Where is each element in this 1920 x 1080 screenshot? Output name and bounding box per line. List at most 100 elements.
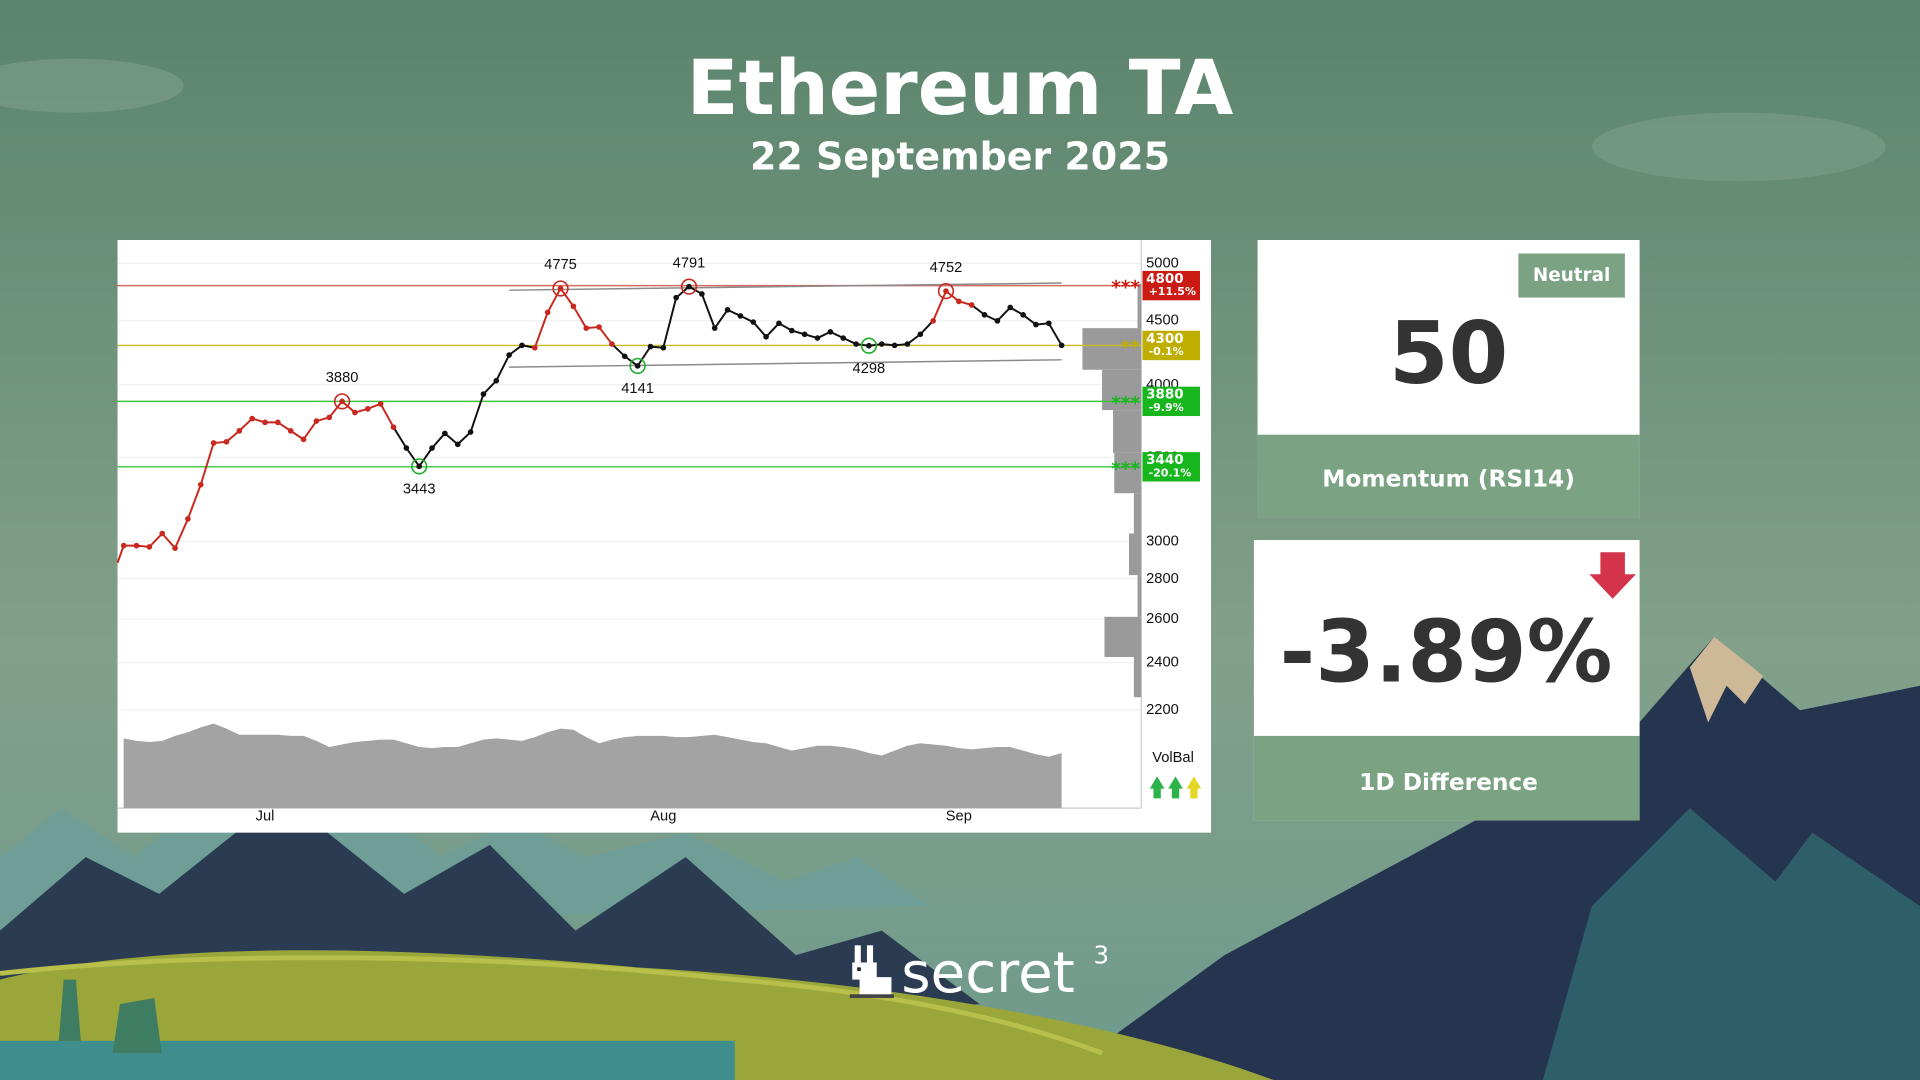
price-point <box>647 343 654 350</box>
price-point <box>776 320 782 327</box>
level-stars: ** <box>1121 337 1141 358</box>
price-point <box>133 542 140 549</box>
x-tick-label: Jul <box>256 809 275 825</box>
extreme-label: 3443 <box>403 482 436 498</box>
card-label: 1D Difference <box>1359 769 1538 796</box>
price-point <box>416 463 423 470</box>
price-point <box>326 414 333 421</box>
volbal-arrow-icon <box>1186 776 1202 799</box>
price-point <box>429 445 435 451</box>
volume-profile-bar <box>1114 452 1142 494</box>
extreme-marker <box>333 393 351 410</box>
price-point <box>313 418 320 424</box>
price-point <box>609 341 615 347</box>
level-value: 4800 <box>1146 272 1183 287</box>
price-point <box>956 298 962 305</box>
page-title: Ethereum TA <box>687 44 1234 132</box>
price-point <box>750 319 757 325</box>
volume-profile-bar <box>1137 575 1142 617</box>
price-point <box>904 341 911 347</box>
price-point <box>480 391 487 397</box>
price-point <box>544 309 551 316</box>
price-point <box>377 401 384 407</box>
price-point <box>403 445 410 451</box>
brand-superscript: 3 <box>1093 941 1109 970</box>
y-tick-label: 2800 <box>1146 571 1179 587</box>
extreme-marker <box>680 278 698 295</box>
difference-card: -3.89% 1D Difference <box>1253 540 1640 821</box>
price-point <box>878 341 885 347</box>
price-point <box>210 440 217 446</box>
price-point <box>583 325 590 331</box>
volume-profile-bar <box>1133 656 1142 698</box>
chart-panel <box>117 240 1212 833</box>
price-point <box>557 285 564 292</box>
price-point <box>763 333 769 340</box>
price-point <box>223 438 230 445</box>
extreme-label: 4298 <box>853 361 886 377</box>
price-point <box>275 419 281 426</box>
trendline <box>509 282 1062 291</box>
price-point <box>853 341 859 347</box>
price-line-stub <box>116 545 125 564</box>
card-footer <box>1257 434 1640 518</box>
y-tick-label: 3000 <box>1146 533 1179 549</box>
card-footer <box>1253 735 1640 821</box>
badge <box>1518 253 1625 298</box>
level-value: 3440 <box>1146 453 1183 468</box>
bunny-icon <box>849 945 894 998</box>
price-point <box>891 342 898 349</box>
price-point <box>146 544 153 550</box>
level-change: -20.1% <box>1149 466 1192 479</box>
level-box <box>1142 330 1200 361</box>
level-box <box>1142 452 1200 482</box>
volume-profile-bar <box>1133 493 1142 534</box>
chart: 500045004000350030002800260024002200JulA… <box>116 240 1202 825</box>
volume-profile-bar <box>1102 369 1142 411</box>
page-date: 22 September 2025 <box>750 135 1170 179</box>
extreme-marker <box>937 282 955 300</box>
price-point <box>236 428 243 434</box>
extreme-label: 4141 <box>621 381 654 397</box>
level-value: 4300 <box>1146 332 1183 347</box>
extreme-marker <box>629 357 646 375</box>
volbal-arrow-icon <box>1149 776 1165 799</box>
price-point <box>801 331 808 338</box>
price-point <box>159 530 166 537</box>
price-line <box>123 399 395 550</box>
level-change: +11.5% <box>1149 285 1196 298</box>
trendline <box>509 359 1062 368</box>
price-point <box>596 324 602 330</box>
price-point <box>621 353 628 360</box>
price-point <box>467 429 474 435</box>
price-point <box>1020 312 1026 318</box>
price-point <box>840 335 847 341</box>
extreme-label: 4775 <box>544 257 577 273</box>
volume-profile-bar <box>1104 616 1142 657</box>
price-point <box>287 428 294 434</box>
brand-name: secret <box>901 941 1075 1006</box>
price-point <box>968 302 975 308</box>
price-point <box>634 363 641 369</box>
level-value: 3880 <box>1146 388 1183 403</box>
price-point <box>814 335 821 341</box>
x-tick-label: Aug <box>650 809 676 825</box>
price-point <box>866 342 872 349</box>
price-point <box>262 419 268 426</box>
level-change: -0.1% <box>1149 345 1184 358</box>
price-point <box>788 327 795 334</box>
volume-balance-label: VolBal <box>1152 750 1194 766</box>
volume-profile-bar <box>1113 410 1142 453</box>
price-point <box>172 545 178 552</box>
y-tick-label: 5000 <box>1146 255 1179 271</box>
card-value: 50 <box>1389 304 1508 404</box>
y-tick-label: 4500 <box>1146 313 1179 329</box>
price-point <box>1033 321 1039 328</box>
price-point <box>660 344 667 351</box>
price-point <box>493 377 500 384</box>
price-point <box>339 398 345 405</box>
price-point <box>724 307 731 313</box>
volume-balance-area <box>123 723 1062 809</box>
